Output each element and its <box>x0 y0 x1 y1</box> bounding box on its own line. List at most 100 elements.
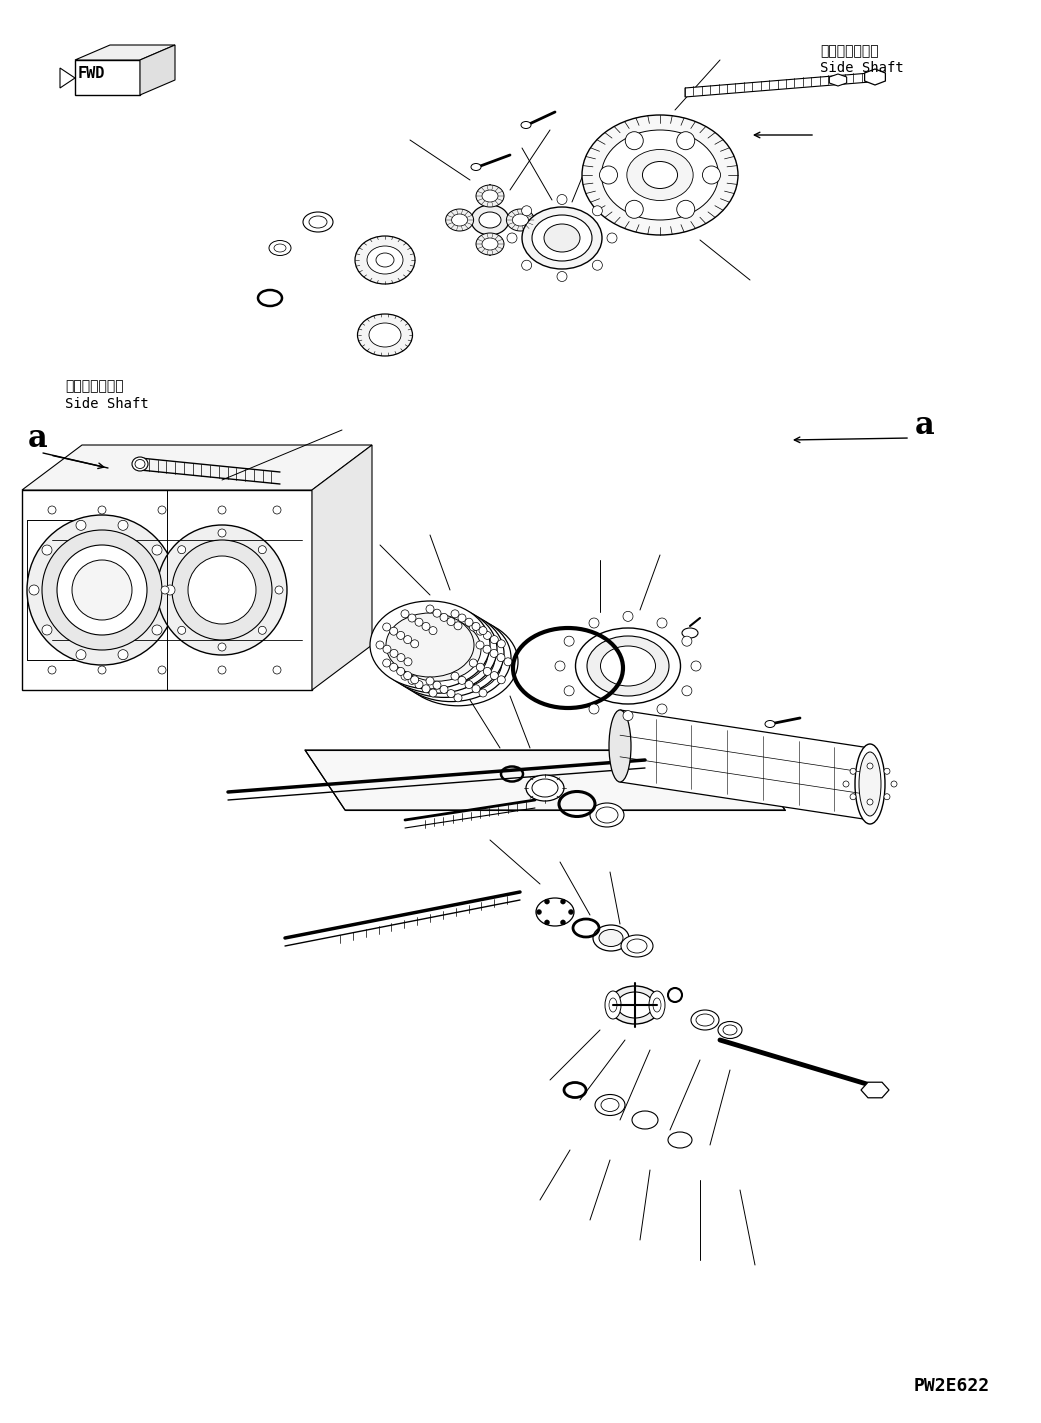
Circle shape <box>522 206 532 216</box>
Polygon shape <box>312 445 372 690</box>
Circle shape <box>218 529 226 536</box>
Circle shape <box>677 201 694 218</box>
Ellipse shape <box>309 216 327 228</box>
Ellipse shape <box>386 613 474 677</box>
Ellipse shape <box>576 628 681 704</box>
Ellipse shape <box>377 605 497 693</box>
Circle shape <box>600 166 617 184</box>
Circle shape <box>218 643 226 650</box>
Ellipse shape <box>367 246 403 275</box>
Circle shape <box>383 623 390 630</box>
Ellipse shape <box>595 1094 625 1116</box>
Circle shape <box>465 618 473 626</box>
Ellipse shape <box>355 236 415 285</box>
Circle shape <box>258 626 266 635</box>
Ellipse shape <box>601 1099 619 1111</box>
Ellipse shape <box>482 191 498 202</box>
Circle shape <box>57 545 147 635</box>
Circle shape <box>273 507 281 514</box>
Circle shape <box>465 680 473 689</box>
Ellipse shape <box>621 935 653 958</box>
Circle shape <box>415 680 423 689</box>
Circle shape <box>677 132 694 149</box>
Circle shape <box>440 613 448 622</box>
Ellipse shape <box>274 243 286 252</box>
Circle shape <box>592 260 603 270</box>
Circle shape <box>626 201 643 218</box>
Ellipse shape <box>587 636 669 696</box>
Circle shape <box>454 622 462 630</box>
Ellipse shape <box>407 626 496 690</box>
Circle shape <box>458 613 466 622</box>
Circle shape <box>476 640 484 649</box>
Ellipse shape <box>601 646 656 686</box>
Circle shape <box>408 613 416 622</box>
Circle shape <box>166 585 175 595</box>
Ellipse shape <box>391 613 511 702</box>
Circle shape <box>415 618 423 626</box>
Circle shape <box>401 672 409 680</box>
Circle shape <box>404 657 412 666</box>
Circle shape <box>426 605 434 613</box>
Circle shape <box>422 622 430 630</box>
Circle shape <box>27 515 177 665</box>
Polygon shape <box>139 46 175 95</box>
Circle shape <box>389 628 398 635</box>
Ellipse shape <box>718 1022 742 1039</box>
Polygon shape <box>75 60 139 95</box>
Circle shape <box>178 545 185 554</box>
Circle shape <box>451 672 459 680</box>
Circle shape <box>682 636 692 646</box>
Circle shape <box>404 636 411 643</box>
Circle shape <box>48 507 56 514</box>
Ellipse shape <box>135 460 145 468</box>
Circle shape <box>497 653 505 662</box>
Ellipse shape <box>482 238 498 250</box>
Circle shape <box>42 529 162 650</box>
Circle shape <box>397 632 405 639</box>
Circle shape <box>48 666 56 675</box>
Ellipse shape <box>376 253 393 268</box>
Ellipse shape <box>269 240 291 256</box>
Circle shape <box>623 710 633 720</box>
Circle shape <box>429 626 437 635</box>
Circle shape <box>483 645 491 653</box>
Circle shape <box>389 663 398 672</box>
Circle shape <box>657 618 667 628</box>
Polygon shape <box>830 74 846 85</box>
Circle shape <box>507 233 517 243</box>
Circle shape <box>429 689 437 697</box>
Circle shape <box>152 625 162 635</box>
Circle shape <box>411 676 418 684</box>
Polygon shape <box>22 490 312 690</box>
Text: PW2E622: PW2E622 <box>914 1377 990 1395</box>
Circle shape <box>433 682 441 689</box>
Circle shape <box>490 636 499 643</box>
Circle shape <box>458 676 466 684</box>
Circle shape <box>472 684 480 693</box>
Circle shape <box>522 260 532 270</box>
Ellipse shape <box>479 212 501 228</box>
Ellipse shape <box>605 990 621 1019</box>
Circle shape <box>447 618 455 626</box>
Circle shape <box>157 525 287 655</box>
Polygon shape <box>865 68 886 85</box>
Ellipse shape <box>526 776 564 801</box>
Ellipse shape <box>414 630 502 694</box>
Circle shape <box>408 676 416 684</box>
Ellipse shape <box>696 1015 714 1026</box>
Circle shape <box>544 919 550 925</box>
Ellipse shape <box>476 233 504 255</box>
Polygon shape <box>75 46 175 60</box>
Circle shape <box>479 626 487 635</box>
Circle shape <box>404 672 411 680</box>
Circle shape <box>560 919 565 925</box>
Circle shape <box>158 666 166 675</box>
Circle shape <box>275 586 283 593</box>
Ellipse shape <box>303 212 333 232</box>
Polygon shape <box>60 68 75 88</box>
Circle shape <box>376 640 384 649</box>
Circle shape <box>560 899 565 904</box>
Ellipse shape <box>452 213 467 226</box>
Circle shape <box>557 195 567 205</box>
